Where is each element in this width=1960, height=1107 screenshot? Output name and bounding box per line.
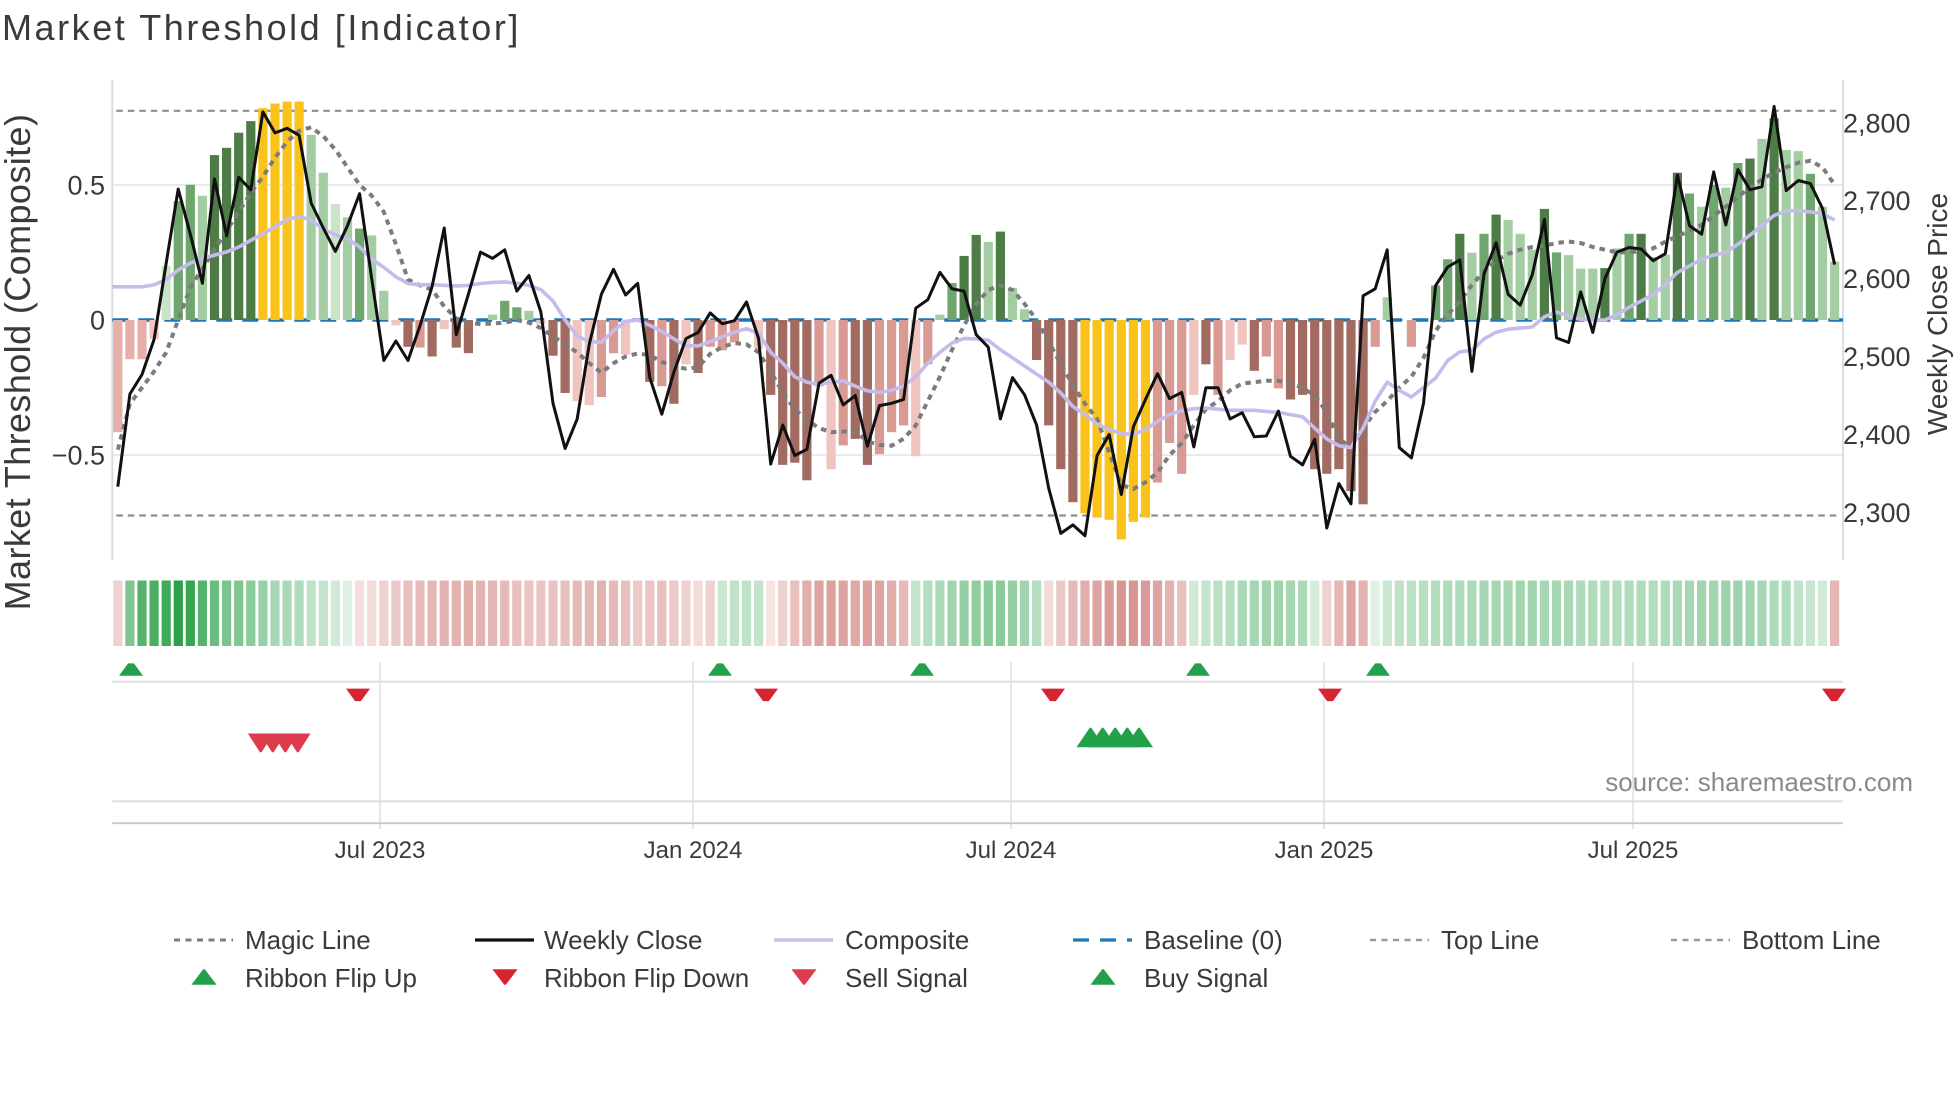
- svg-text:2,400: 2,400: [1843, 420, 1911, 450]
- svg-text:Bottom Line: Bottom Line: [1742, 925, 1881, 955]
- svg-text:Ribbon Flip Down: Ribbon Flip Down: [544, 963, 749, 993]
- svg-text:Top Line: Top Line: [1441, 925, 1539, 955]
- svg-text:Magic Line: Magic Line: [245, 925, 371, 955]
- svg-text:Baseline (0): Baseline (0): [1144, 925, 1283, 955]
- svg-text:0.5: 0.5: [67, 170, 105, 200]
- svg-text:Market Threshold (Composite): Market Threshold (Composite): [0, 114, 38, 611]
- svg-text:Ribbon Flip Up: Ribbon Flip Up: [245, 963, 417, 993]
- svg-text:Weekly Close Price: Weekly Close Price: [1922, 193, 1953, 435]
- svg-text:−0.5: −0.5: [52, 441, 105, 471]
- svg-text:Jan 2024: Jan 2024: [644, 837, 743, 864]
- svg-text:2,800: 2,800: [1843, 108, 1911, 138]
- svg-text:2,300: 2,300: [1843, 498, 1911, 528]
- svg-text:Market Threshold [Indicator]: Market Threshold [Indicator]: [2, 7, 521, 48]
- svg-text:Jul 2024: Jul 2024: [966, 837, 1057, 864]
- svg-text:Buy Signal: Buy Signal: [1144, 963, 1268, 993]
- svg-text:Sell Signal: Sell Signal: [845, 963, 968, 993]
- svg-text:2,500: 2,500: [1843, 342, 1911, 372]
- svg-text:2,700: 2,700: [1843, 186, 1911, 216]
- svg-text:Jul 2025: Jul 2025: [1588, 837, 1679, 864]
- svg-text:0: 0: [90, 306, 105, 336]
- svg-text:Weekly Close: Weekly Close: [544, 925, 702, 955]
- svg-text:Jan 2025: Jan 2025: [1275, 837, 1374, 864]
- svg-text:2,600: 2,600: [1843, 264, 1911, 294]
- svg-text:Composite: Composite: [845, 925, 969, 955]
- svg-text:source: sharemaestro.com: source: sharemaestro.com: [1605, 767, 1913, 797]
- svg-text:Jul 2023: Jul 2023: [335, 837, 426, 864]
